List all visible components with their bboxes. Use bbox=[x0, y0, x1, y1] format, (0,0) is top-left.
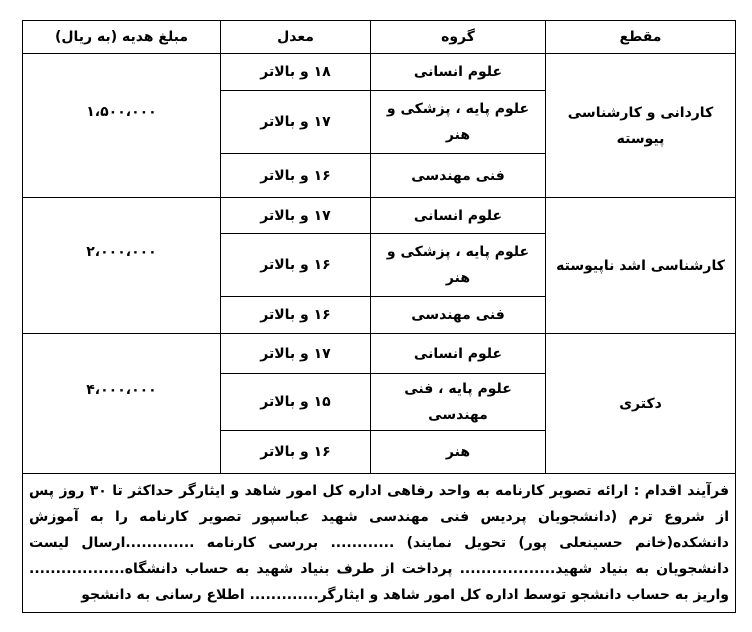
scholarship-table: مقطع گروه معدل مبلغ هدیه (به ریال) کاردانی … bbox=[22, 20, 736, 613]
header-cell: مقطع bbox=[545, 20, 736, 54]
data-row: علوم پایه ، فنی مهندسی ۱۵ و بالاتر bbox=[23, 373, 736, 431]
level-cell: دکتری bbox=[545, 333, 736, 474]
group-cell: علوم انسانی bbox=[370, 53, 546, 91]
gpa-cell: ۱۵ و بالاتر bbox=[220, 373, 371, 431]
gpa-cell: ۱۸ و بالاتر bbox=[220, 53, 371, 91]
data-row: کاردانی و کارشناسی پیوسته علوم انسانی ۱۸ و… bbox=[22, 53, 736, 198]
note-cell: فرآیند اقدام : ارائه تصویر کارنامه به وا… bbox=[22, 473, 736, 613]
data-row: فنی مهندسی ۱۶ و بالاتر bbox=[23, 296, 736, 334]
level-cell: کارشناسی اشد ناپیوسته bbox=[545, 197, 736, 334]
gpa-cell: ۱۶ و بالاتر bbox=[220, 296, 371, 334]
group-cell: فنی مهندسی bbox=[370, 296, 546, 334]
group-cell: علوم انسانی bbox=[370, 333, 546, 374]
data-row: هنر ۱۶ و بالاتر bbox=[23, 430, 736, 474]
gpa-cell: ۱۶ و بالاتر bbox=[220, 153, 371, 198]
data-row: علوم پایه ، پزشکی و هنر ۱۷ و بالاتر bbox=[23, 90, 736, 154]
data-row: علوم پایه ، پزشکی و هنر ۱۶ و بالاتر bbox=[23, 233, 736, 297]
gpa-cell: ۱۶ و بالاتر bbox=[220, 430, 371, 474]
amount-cell: ۱،۵۰۰،۰۰۰ bbox=[22, 53, 221, 198]
group-cell: علوم پایه ، فنی مهندسی bbox=[370, 373, 546, 431]
level-cell: کاردانی و کارشناسی پیوسته bbox=[545, 53, 736, 198]
header-cell: مبلغ هدیه (به ریال) bbox=[22, 20, 221, 54]
note-row: فرآیند اقدام : ارائه تصویر کارنامه به وا… bbox=[22, 473, 736, 613]
header-row: مقطع گروه معدل مبلغ هدیه (به ریال) bbox=[22, 20, 736, 54]
data-row: کارشناسی اشد ناپیوسته علوم انسانی ۱۷ و بال… bbox=[22, 197, 736, 334]
gpa-cell: ۱۶ و بالاتر bbox=[220, 233, 371, 297]
amount-cell: ۴،۰۰۰،۰۰۰ bbox=[22, 333, 221, 474]
amount-cell: ۲،۰۰۰،۰۰۰ bbox=[22, 197, 221, 334]
gpa-cell: ۱۷ و بالاتر bbox=[220, 333, 371, 374]
data-row: دکتری علوم انسانی ۱۷ و بالاتر ۴،۰۰۰،۰۰۰ bbox=[22, 333, 736, 474]
header-cell: گروه bbox=[370, 20, 546, 54]
group-cell: علوم انسانی bbox=[370, 197, 546, 234]
data-row: فنی مهندسی ۱۶ و بالاتر bbox=[23, 153, 736, 198]
group-cell: فنی مهندسی bbox=[370, 153, 546, 198]
group-cell: علوم پایه ، پزشکی و هنر bbox=[370, 90, 546, 154]
group-cell: علوم پایه ، پزشکی و هنر bbox=[370, 233, 546, 297]
gpa-cell: ۱۷ و بالاتر bbox=[220, 197, 371, 234]
group-cell: هنر bbox=[370, 430, 546, 474]
header-cell: معدل bbox=[220, 20, 371, 54]
gpa-cell: ۱۷ و بالاتر bbox=[220, 90, 371, 154]
